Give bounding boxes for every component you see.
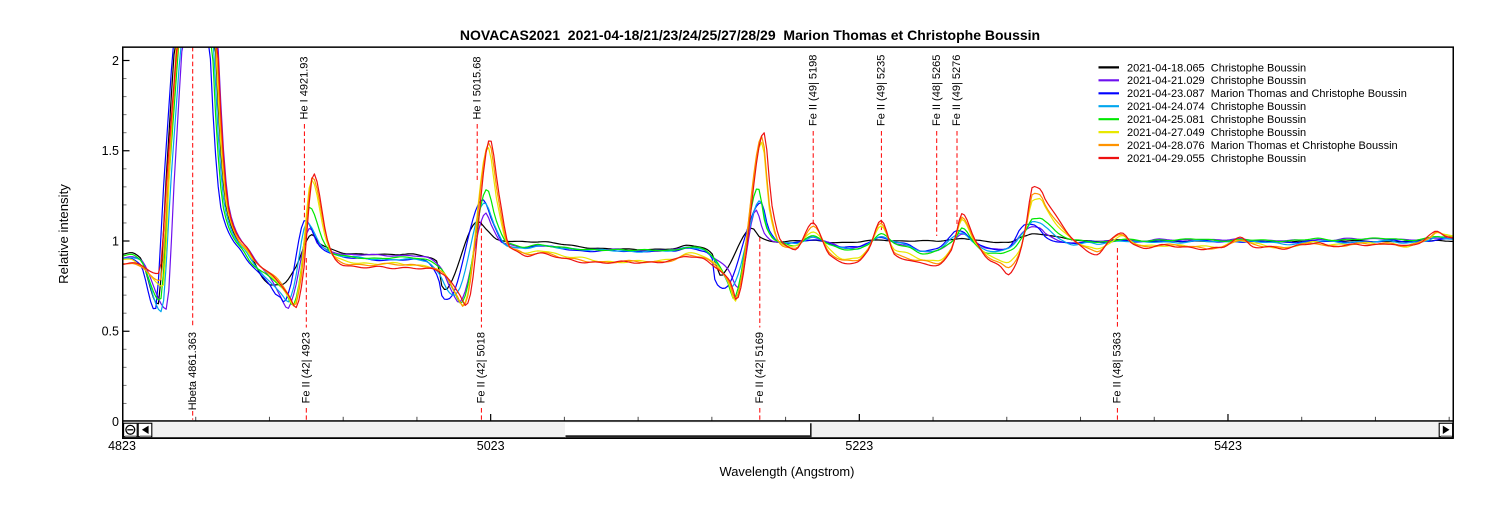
svg-text:2: 2: [112, 54, 119, 68]
svg-text:5023: 5023: [477, 439, 505, 453]
svg-text:5223: 5223: [845, 439, 873, 453]
svg-text:2021-04-18.065 Christophe Bou: 2021-04-18.065 Christophe Boussin: [1127, 62, 1306, 74]
svg-text:5423: 5423: [1214, 439, 1242, 453]
svg-text:0: 0: [112, 415, 119, 429]
svg-text:Fe II (42| 5169: Fe II (42| 5169: [754, 332, 766, 403]
svg-text:2021-04-24.074 Christophe Bou: 2021-04-24.074 Christophe Boussin: [1127, 101, 1306, 113]
svg-text:Wavelength (Angstrom): Wavelength (Angstrom): [720, 464, 855, 479]
svg-text:He I 4921.93: He I 4921.93: [299, 57, 311, 120]
svg-text:2021-04-27.049 Christophe Bou: 2021-04-27.049 Christophe Boussin: [1127, 127, 1306, 139]
svg-text:2021-04-25.081 Christophe Bou: 2021-04-25.081 Christophe Boussin: [1127, 114, 1306, 126]
svg-text:2021-04-29.055 Christophe Bou: 2021-04-29.055 Christophe Boussin: [1127, 153, 1306, 165]
svg-text:Fe II (49| 5198: Fe II (49| 5198: [807, 55, 819, 126]
svg-text:Fe II (49| 5276: Fe II (49| 5276: [951, 55, 963, 126]
svg-text:1.5: 1.5: [102, 144, 119, 158]
svg-text:4823: 4823: [108, 439, 136, 453]
svg-text:Fe II (42| 4923: Fe II (42| 4923: [301, 332, 313, 403]
svg-text:Hbeta 4861.363: Hbeta 4861.363: [187, 332, 199, 410]
svg-text:Fe II (42| 5018: Fe II (42| 5018: [476, 332, 488, 403]
svg-text:He I 5015.68: He I 5015.68: [471, 56, 483, 119]
svg-text:0.5: 0.5: [102, 325, 119, 339]
svg-text:Fe II (48| 5265: Fe II (48| 5265: [931, 55, 943, 126]
svg-text:1: 1: [112, 234, 119, 248]
svg-text:Relative intensity: Relative intensity: [56, 184, 71, 284]
svg-text:2021-04-23.087 Marion Thomas: 2021-04-23.087 Marion Thomas and Christo…: [1127, 88, 1407, 100]
svg-text:Fe II (48| 5363: Fe II (48| 5363: [1112, 332, 1124, 403]
svg-text:Fe II (49| 5235: Fe II (49| 5235: [876, 55, 888, 126]
svg-text:NOVACAS2021 2021-04-18/21/23/: NOVACAS2021 2021-04-18/21/23/24/25/27/28…: [460, 27, 1040, 43]
svg-text:2021-04-28.076 Marion Thomas: 2021-04-28.076 Marion Thomas et Christop…: [1127, 140, 1398, 152]
svg-text:2021-04-21.029 Christophe Bou: 2021-04-21.029 Christophe Boussin: [1127, 75, 1306, 87]
